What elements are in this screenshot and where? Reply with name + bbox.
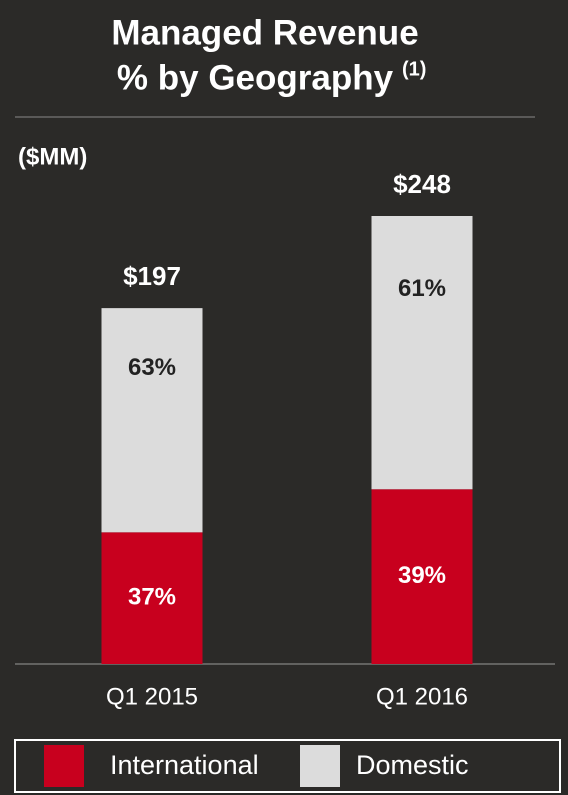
total-label: $248 xyxy=(393,169,451,199)
legend-swatch xyxy=(300,745,340,787)
unit-label: ($MM) xyxy=(18,143,87,170)
bar-segment xyxy=(371,216,473,490)
legend-label: International xyxy=(110,750,259,780)
legend-swatch xyxy=(44,745,84,787)
value-label: 37% xyxy=(128,584,176,611)
total-label: $197 xyxy=(123,261,181,291)
legend-box xyxy=(14,739,561,793)
x-tick-label: Q1 2016 xyxy=(376,683,468,710)
value-label: 61% xyxy=(398,275,446,302)
title-note: (1) xyxy=(402,58,426,80)
bar-segment xyxy=(371,489,473,664)
bar-segment xyxy=(101,532,203,664)
bar-segment xyxy=(101,308,203,533)
value-label: 63% xyxy=(128,354,176,381)
chart-title: % by Geography xyxy=(117,58,394,97)
chart-title: Managed Revenue xyxy=(111,13,418,52)
value-label: 39% xyxy=(398,562,446,589)
legend-label: Domestic xyxy=(356,750,469,780)
x-tick-label: Q1 2015 xyxy=(106,683,198,710)
